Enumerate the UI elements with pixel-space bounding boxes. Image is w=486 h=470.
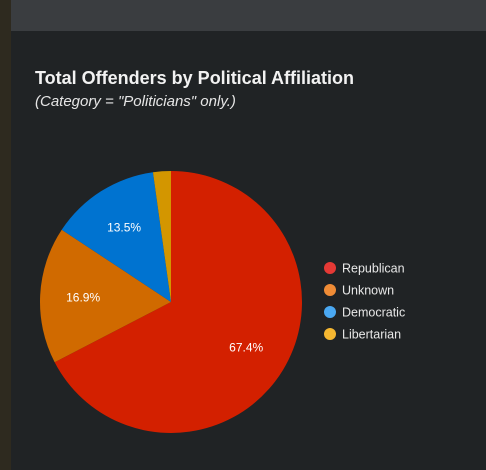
pie-slice-republican[interactable] bbox=[54, 171, 303, 433]
pie-data-label-unknown: 16.9% bbox=[66, 290, 100, 304]
pie-slice-democratic[interactable] bbox=[61, 172, 171, 302]
legend-label: Republican bbox=[342, 262, 405, 276]
chart-title: Total Offenders by Political Affiliation bbox=[35, 68, 355, 88]
left-edge-strip bbox=[0, 0, 11, 470]
legend-item-unknown[interactable]: Unknown bbox=[324, 284, 394, 298]
pie-slices bbox=[39, 171, 303, 433]
legend-swatch bbox=[324, 306, 336, 318]
legend-label: Democratic bbox=[342, 306, 405, 320]
legend-item-democratic[interactable]: Democratic bbox=[324, 306, 405, 320]
legend-swatch bbox=[324, 328, 336, 340]
pie-slice-libertarian[interactable] bbox=[152, 171, 171, 302]
pie-data-label-republican: 67.4% bbox=[229, 341, 263, 355]
legend-label: Unknown bbox=[342, 284, 394, 298]
legend-swatch bbox=[324, 262, 336, 274]
chart-legend: Republican Unknown Democratic Libertarian bbox=[324, 262, 405, 342]
pie-slice-unknown[interactable] bbox=[39, 229, 171, 363]
pie-data-labels: 67.4% 16.9% 13.5% bbox=[66, 221, 263, 355]
pie-data-label-democratic: 13.5% bbox=[107, 221, 141, 235]
legend-swatch bbox=[324, 284, 336, 296]
chart-subtitle: (Category = "Politicians" only.) bbox=[35, 93, 236, 110]
legend-item-republican[interactable]: Republican bbox=[324, 262, 405, 276]
legend-label: Libertarian bbox=[342, 328, 401, 342]
legend-item-libertarian[interactable]: Libertarian bbox=[324, 328, 401, 342]
top-toolbar-bar bbox=[11, 0, 486, 31]
